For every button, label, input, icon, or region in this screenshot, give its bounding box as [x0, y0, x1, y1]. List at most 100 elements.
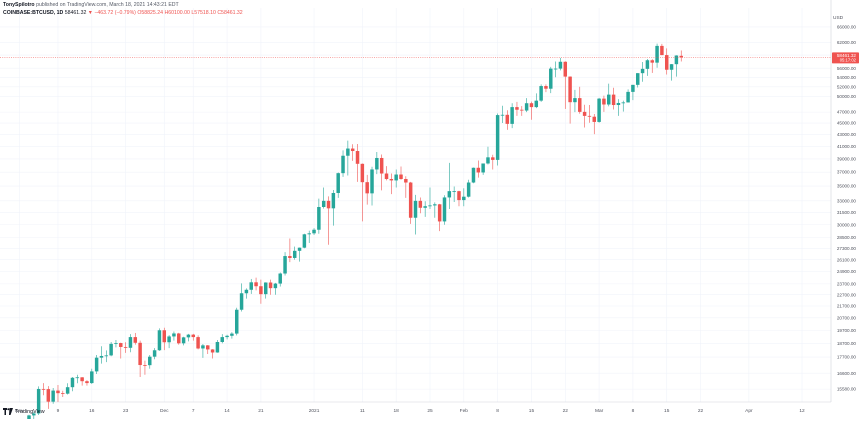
candle-body-up [152, 350, 157, 357]
candle-body-up [607, 94, 611, 105]
candle-body-down [384, 173, 389, 180]
candle-body-down [578, 98, 582, 112]
candle-body-up [394, 174, 398, 181]
price-axis-label: 21700.00 [837, 304, 857, 309]
candle-body-up [495, 115, 500, 160]
candle-body-down [326, 200, 331, 209]
candle-body-up [292, 250, 297, 258]
time-axis-label: 25 [427, 408, 433, 414]
candle-body-up [331, 192, 336, 209]
candle-body-up [148, 356, 152, 366]
time-axis-label: 18 [394, 408, 400, 414]
candle-body-up [283, 256, 287, 274]
candle-body-up [674, 55, 679, 65]
last-price-tag [832, 52, 859, 64]
time-axis-label: Dec [160, 408, 169, 414]
time-axis-label: Feb [460, 408, 469, 414]
candle-body-up [346, 148, 350, 156]
last-price: 58461.32 [64, 10, 87, 16]
candle-body-down [563, 61, 568, 77]
candle-body-up [597, 98, 601, 122]
low-value: L57518.10 [191, 10, 216, 16]
candle-body-up [433, 204, 437, 206]
candle-body-up [244, 289, 249, 294]
candle-body-up [90, 371, 94, 384]
candle-body-down [123, 346, 128, 348]
price-axis-label: 16600.00 [837, 371, 857, 376]
tradingview-logo-text: TradingView [15, 408, 45, 415]
candle-body-down [582, 111, 587, 116]
candle-body-down [138, 342, 142, 366]
candle-body-up [27, 415, 31, 424]
candle-body-down [350, 148, 355, 152]
price-axis-label: 43000.00 [837, 132, 857, 137]
time-axis-label: 21 [258, 408, 264, 414]
candle-body-up [317, 206, 321, 230]
candle-body-up [51, 390, 55, 402]
price-axis-label: 31500.00 [837, 210, 857, 215]
candle-body-down [660, 45, 664, 56]
publish-line: TonySpilotro published on TradingView.co… [3, 1, 830, 9]
candle-body-up [524, 103, 529, 111]
candle-body-down [268, 282, 273, 289]
candle-body-down [143, 365, 147, 366]
candle-body-up [114, 343, 118, 344]
candle-body-up [636, 73, 640, 85]
price-axis-label: 15580.00 [837, 387, 857, 392]
author-name[interactable]: TonySpilotro [3, 2, 35, 8]
candle-body-down [85, 381, 89, 384]
tradingview-logo: TradingView [3, 408, 45, 415]
candle-body-up [278, 273, 282, 284]
candle-body-down [206, 345, 210, 350]
candle-body-up [486, 157, 490, 164]
candle-body-down [254, 282, 258, 287]
candle-body-down [259, 286, 263, 295]
candle-body-down [611, 94, 616, 106]
candle-body-down [56, 390, 60, 394]
price-axis-label: 18700.00 [837, 341, 857, 346]
price-axis-label: 26100.00 [837, 257, 857, 262]
candle-body-up [447, 191, 452, 198]
price-axis-label: 24900.00 [837, 269, 857, 274]
chart-header: TonySpilotro published on TradingView.co… [3, 1, 830, 17]
price-axis-label: 45000.00 [837, 121, 857, 126]
time-axis-label: Apr [745, 408, 753, 414]
candle-body-up [32, 413, 36, 416]
candle-body-up [167, 336, 171, 343]
price-axis-label: 50000.00 [837, 94, 857, 99]
time-axis-label: 15 [529, 408, 535, 414]
candle-body-down [365, 182, 369, 194]
candle-body-down [80, 377, 84, 382]
candle-body-down [196, 337, 200, 349]
candle-body-up [336, 173, 340, 193]
candle-body-up [471, 167, 476, 183]
candle-body-up [621, 102, 625, 104]
candle-body-down [408, 182, 413, 218]
candle-body-up [553, 68, 558, 70]
candle-body-up [186, 334, 191, 338]
candle-body-up [239, 293, 244, 310]
last-price-tag-value: 58461.32 [837, 53, 857, 58]
tradingview-logo-icon [3, 408, 13, 415]
candle-body-up [669, 64, 674, 70]
candle-body-up [370, 169, 374, 194]
candle-body-up [273, 283, 278, 289]
candle-body-down [41, 388, 46, 390]
candle-body-up [626, 91, 630, 103]
candle-body-down [191, 334, 195, 338]
candle-body-up [65, 387, 70, 394]
candle-body-up [263, 282, 268, 295]
time-axis-label: 12 [799, 408, 805, 414]
candle-body-up [466, 182, 471, 197]
candle-body-up [481, 163, 485, 173]
high-value: H60100.00 [164, 10, 190, 16]
time-axis-label: 11 [360, 408, 365, 414]
candle-body-up [230, 333, 234, 336]
candle-body-down [210, 349, 215, 353]
ohlc-line: COINBASE:BTCUSD, 1D 58461.32 ▼ −463.72 (… [3, 9, 830, 17]
candle-body-down [355, 151, 360, 164]
candle-body-up [249, 282, 253, 290]
price-axis-label: 66000.00 [837, 25, 857, 30]
